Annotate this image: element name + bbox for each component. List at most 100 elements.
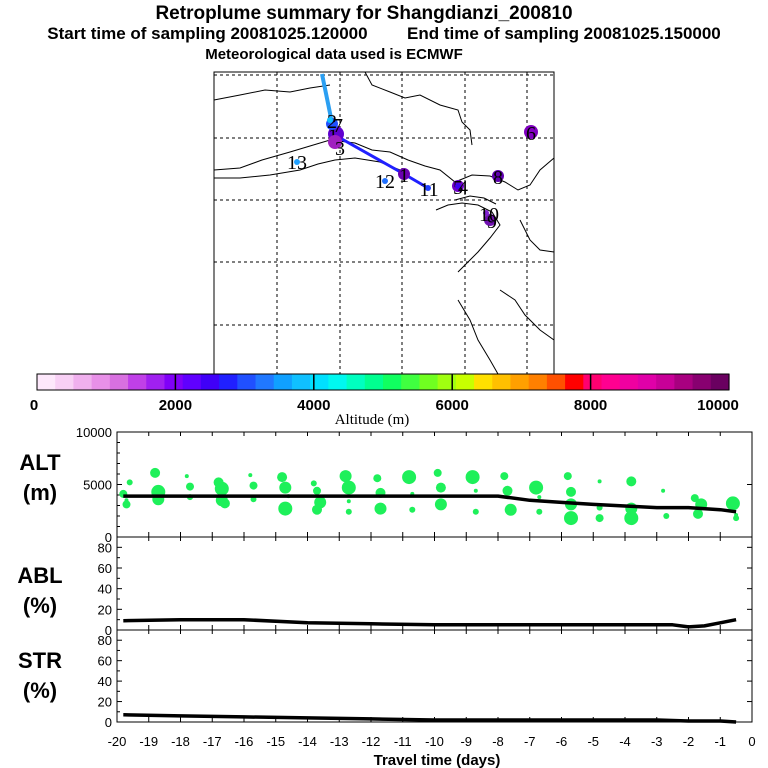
y-tick-label: 40 xyxy=(98,674,112,689)
map-point-marker xyxy=(294,159,300,165)
alt-scatter-point xyxy=(313,486,321,495)
alt-scatter-point xyxy=(663,513,670,519)
alt-scatter-point xyxy=(504,503,517,516)
map-point-marker xyxy=(398,168,410,180)
colorbar-swatch xyxy=(219,374,238,390)
colorbar-swatch xyxy=(383,374,402,390)
alt-scatter-point xyxy=(150,467,161,478)
colorbar-swatch xyxy=(237,374,257,390)
alt-scatter-point xyxy=(472,508,479,515)
alt-scatter-point xyxy=(310,480,317,487)
x-axis: -20 -19 -18 -17 -16 -15 -14 -13 -12 -11 -10 -9 -8 -7-… xyxy=(108,734,756,749)
map-grid xyxy=(214,72,554,374)
map-frame xyxy=(213,71,555,375)
colorbar-swatch xyxy=(182,374,202,390)
trajectory-line-southeast xyxy=(332,132,405,176)
colorbar-swatch xyxy=(91,374,111,390)
abl-panel: 80 60 40 20 0 ABL (%) xyxy=(17,536,753,638)
alt-scatter-point xyxy=(277,472,288,483)
str-series-line xyxy=(123,713,737,724)
chart-title: Retroplume summary for Shangdianzi_20081… xyxy=(155,3,573,24)
time-series-panels: 10000 5000 0 ALT (m) 80 60 40 20 0 ABL (%) 80 60 40 20 0… xyxy=(17,425,753,730)
alt-scatter-point xyxy=(733,515,740,522)
colorbar-swatch xyxy=(619,374,639,390)
alt-scatter-point xyxy=(624,511,639,526)
x-tick-label: -10 xyxy=(425,734,444,749)
colorbar-swatch xyxy=(692,374,712,390)
x-tick-label: -5 xyxy=(587,734,599,749)
map-point-label: 13 xyxy=(287,152,307,174)
alt-scatter-point xyxy=(214,481,229,496)
alt-series-line xyxy=(123,494,737,514)
alt-scatter-point xyxy=(597,479,602,484)
alt-scatter-point xyxy=(502,485,513,496)
colorbar-swatch xyxy=(401,374,421,390)
map-point-marker xyxy=(455,183,461,189)
y-tick-label: 20 xyxy=(98,602,112,617)
map-point-label: 4 xyxy=(458,177,468,199)
map-points: 136158971211131042 xyxy=(287,111,538,233)
colorbar-swatch xyxy=(273,374,293,390)
colorbar-swatch xyxy=(310,374,329,390)
alt-scatter-point xyxy=(126,479,133,486)
colorbar-swatch xyxy=(474,374,493,390)
alt-scatter-point xyxy=(529,480,544,495)
y-tick-label: 60 xyxy=(98,561,112,576)
x-tick-label: -12 xyxy=(362,734,381,749)
x-tick-label: -4 xyxy=(619,734,631,749)
colorbar-swatch xyxy=(565,374,584,390)
colorbar-swatch xyxy=(200,374,220,390)
end-time: End time of sampling 20081025.150000 xyxy=(407,24,721,43)
alt-scatter-point xyxy=(186,482,194,491)
x-axis-label: Travel time (days) xyxy=(374,752,501,768)
alt-scatter-point xyxy=(314,496,327,509)
map-point-marker xyxy=(327,117,333,123)
map-point-label: 12 xyxy=(375,171,395,193)
sampling-time-line: Start time of sampling 20081025.120000 E… xyxy=(0,24,768,44)
alt-scatter-point xyxy=(725,496,740,511)
map-point-marker xyxy=(483,210,489,216)
alt-scatter-point xyxy=(690,494,699,503)
colorbar-swatch xyxy=(73,374,93,390)
colorbar-swatch xyxy=(437,374,457,390)
map-point-marker xyxy=(524,125,538,139)
colorbar-tick-label: 8000 xyxy=(574,397,607,414)
colorbar-swatch xyxy=(583,374,603,390)
colorbar-swatch xyxy=(528,374,548,390)
x-tick-label: -3 xyxy=(651,734,663,749)
alt-scatter-point xyxy=(595,514,604,523)
x-tick-label: -17 xyxy=(203,734,222,749)
alt-scatter-point xyxy=(249,481,258,490)
panel-ylabel-name: ALT xyxy=(19,450,61,475)
start-time: Start time of sampling 20081025.120000 xyxy=(47,24,368,43)
alt-scatter-point xyxy=(626,476,637,487)
colorbar-tick-label: 6000 xyxy=(436,397,469,414)
x-tick-label: -9 xyxy=(460,734,472,749)
alt-scatter-point xyxy=(563,472,572,481)
map-point-label: 11 xyxy=(419,179,438,201)
altitude-colorbar xyxy=(36,373,730,391)
map-panel: 136158971211131042 xyxy=(213,71,555,375)
x-tick-label: -11 xyxy=(394,734,412,749)
panel-ylabel-unit: (%) xyxy=(23,593,57,618)
colorbar-swatch xyxy=(419,374,439,390)
map-point-label: 10 xyxy=(479,204,499,226)
alt-scatter-point xyxy=(219,498,230,509)
alt-scatter-point xyxy=(434,498,447,511)
x-tick-label: -19 xyxy=(139,734,158,749)
alt-scatter-point xyxy=(402,470,417,485)
alt-scatter-point xyxy=(473,488,478,493)
map-point-label: 8 xyxy=(493,167,503,189)
map-point-marker xyxy=(492,170,504,182)
abl-series-line xyxy=(123,617,737,629)
alt-scatter-point xyxy=(345,508,352,515)
map-point-label: 6 xyxy=(526,123,536,145)
y-tick-label: 40 xyxy=(98,582,112,597)
map-point-label: 9 xyxy=(487,211,497,233)
panel-ylabel-unit: (m) xyxy=(23,480,57,505)
colorbar-tick-label: 2000 xyxy=(159,397,192,414)
x-tick-label: -2 xyxy=(683,734,695,749)
colorbar-swatch xyxy=(55,374,75,390)
map-point-marker xyxy=(382,178,388,184)
panel-ylabel-unit: (%) xyxy=(23,678,57,703)
